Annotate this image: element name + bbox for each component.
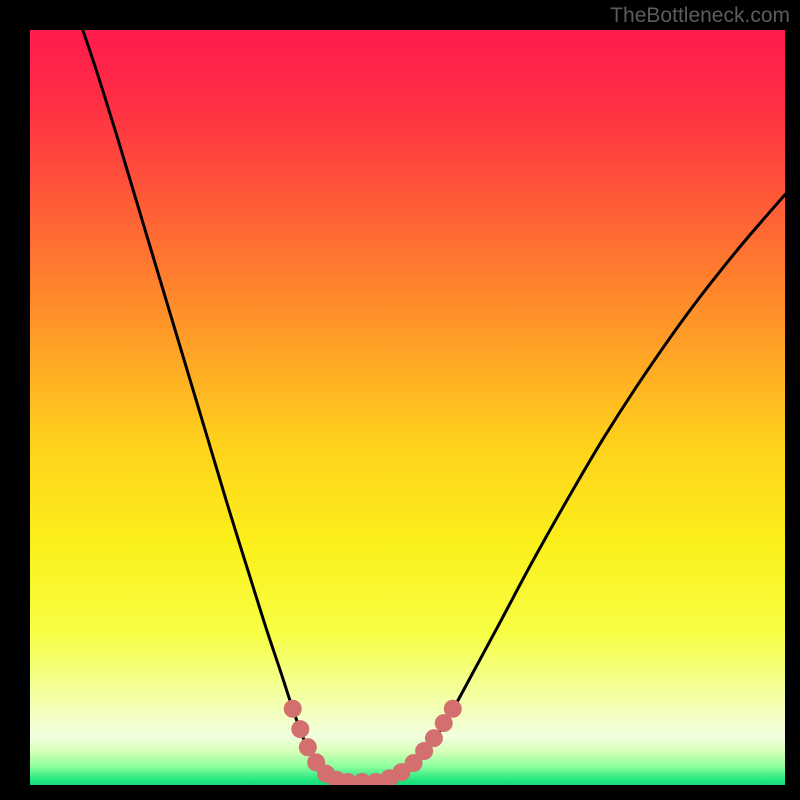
curve-marker xyxy=(444,700,462,718)
curve-marker xyxy=(291,720,309,738)
curve-layer xyxy=(30,30,785,785)
watermark-text: TheBottleneck.com xyxy=(610,4,790,28)
chart-container: TheBottleneck.com xyxy=(0,0,800,800)
curve-marker xyxy=(299,738,317,756)
markers-group xyxy=(284,700,462,785)
curve-marker xyxy=(425,729,443,747)
plot-area xyxy=(30,30,785,785)
curve-marker xyxy=(284,700,302,718)
bottleneck-curve xyxy=(83,30,785,782)
